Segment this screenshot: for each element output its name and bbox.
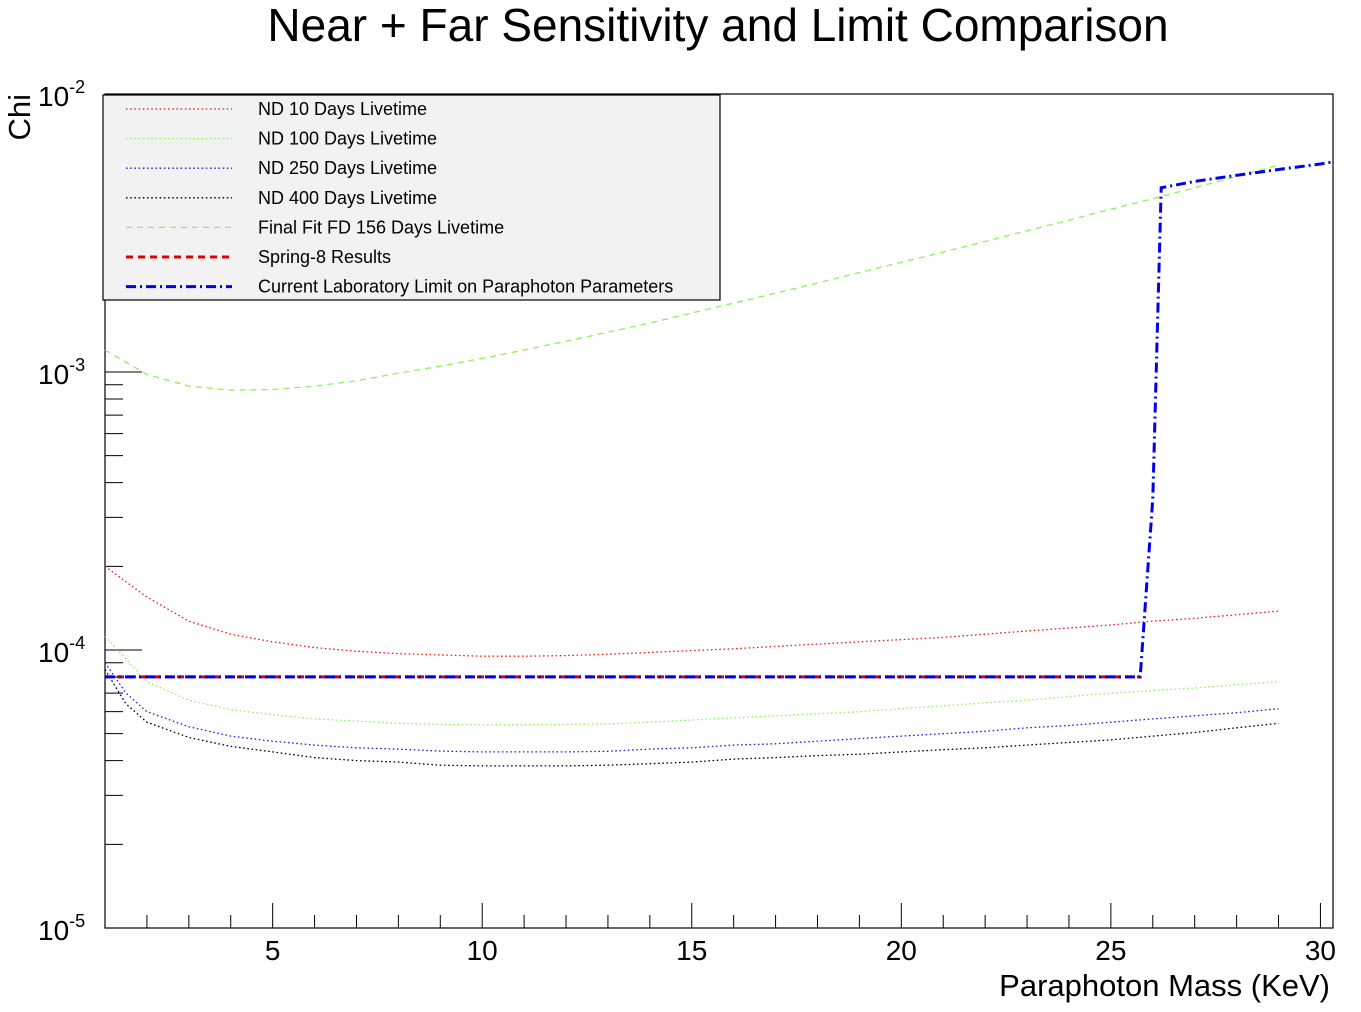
x-tick-label: 10 — [467, 935, 498, 966]
series-layer — [104, 160, 1334, 767]
x-tick-label: 15 — [676, 935, 707, 966]
tick-labels: 5 10 15 20 25 30 10-5 10-4 10-3 10-2 — [38, 77, 1336, 966]
y-tick-label: 10-5 — [38, 911, 85, 946]
legend-entry: ND 10 Days Livetime — [258, 99, 427, 119]
y-tick-label: 10-2 — [38, 77, 85, 112]
legend-entry: ND 250 Days Livetime — [258, 158, 437, 178]
legend: ND 10 Days Livetime ND 100 Days Livetime N… — [102, 94, 721, 301]
series-line-3 — [104, 662, 1279, 753]
x-tick-label: 30 — [1305, 935, 1336, 966]
legend-entry: ND 100 Days Livetime — [258, 129, 437, 149]
y-axis-label: Chi — [2, 94, 37, 141]
x-axis-label: Paraphoton Mass (KeV) — [999, 968, 1330, 1003]
x-tick-label: 25 — [1095, 935, 1126, 966]
x-tick-label: 5 — [265, 935, 281, 966]
series-line-2 — [104, 635, 1279, 726]
series-line-7 — [105, 160, 1334, 679]
y-tick-label: 10-4 — [38, 633, 85, 668]
series-line-4 — [104, 669, 1279, 767]
legend-entry: Final Fit FD 156 Days Livetime — [258, 217, 504, 237]
x-tick-label: 20 — [886, 935, 917, 966]
legend-entry: Current Laboratory Limit on Paraphoton P… — [258, 277, 673, 297]
legend-entry: ND 400 Days Livetime — [258, 188, 437, 208]
series-line-5 — [104, 164, 1279, 391]
chart-title: Near + Far Sensitivity and Limit Compari… — [267, 0, 1168, 51]
series-line-1 — [104, 565, 1279, 657]
legend-entry: Spring-8 Results — [258, 247, 391, 267]
y-tick-label: 10-3 — [38, 355, 85, 390]
plot-frame — [104, 93, 1334, 929]
